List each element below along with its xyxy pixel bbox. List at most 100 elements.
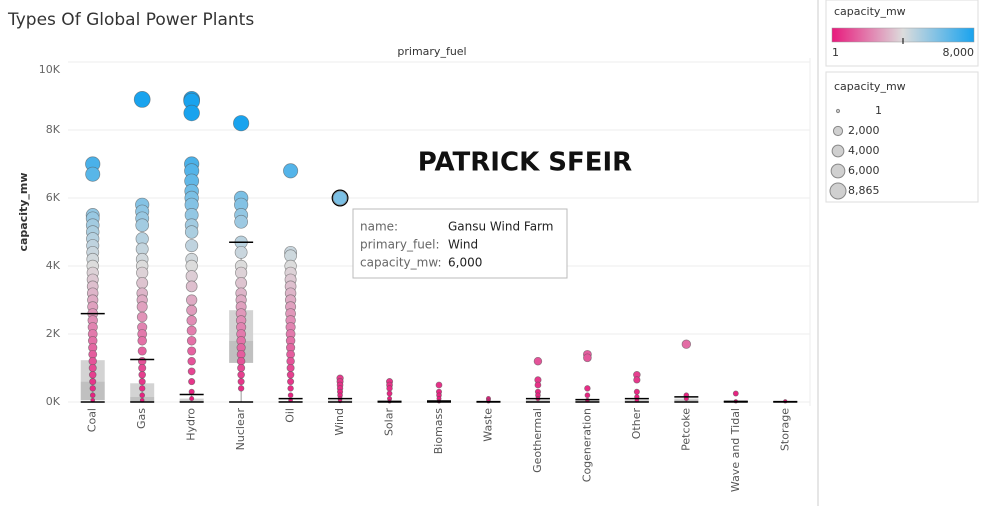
- data-point: [189, 396, 193, 400]
- data-point: [137, 312, 147, 322]
- data-point: [583, 354, 591, 362]
- data-point: [86, 167, 100, 181]
- watermark: PATRICK SFEIR: [418, 148, 632, 178]
- data-point: [187, 347, 195, 355]
- y-tick-label: 0K: [46, 395, 61, 408]
- data-point: [682, 340, 691, 349]
- data-point: [139, 378, 145, 384]
- size-swatch: [836, 109, 839, 112]
- data-point: [140, 393, 145, 398]
- data-point: [238, 378, 244, 384]
- data-point: [90, 386, 96, 392]
- x-tick-label: Hydro: [185, 408, 198, 441]
- data-point: [236, 277, 247, 288]
- data-point: [137, 302, 147, 312]
- size-legend-label: 2,000: [848, 124, 880, 137]
- data-point: [138, 336, 147, 345]
- data-point: [238, 371, 245, 378]
- tooltip-value: 6,000: [448, 256, 482, 270]
- data-point: [585, 386, 591, 392]
- data-point: [333, 191, 347, 205]
- tooltip-value: Wind: [448, 238, 478, 252]
- data-point: [634, 389, 639, 394]
- data-point: [288, 393, 293, 398]
- data-point: [235, 215, 248, 228]
- x-tick-label: Waste: [481, 408, 494, 442]
- x-tick-label: Wave and Tidal: [729, 408, 742, 492]
- size-swatch: [831, 164, 845, 178]
- data-point: [184, 105, 200, 121]
- size-legend-label: 4,000: [848, 144, 880, 157]
- x-tick-label: Geothermal: [531, 408, 544, 473]
- data-point: [387, 391, 392, 396]
- data-point: [185, 226, 198, 239]
- x-tick-label: Nuclear: [234, 408, 247, 451]
- data-point: [89, 371, 96, 378]
- data-point: [186, 271, 197, 282]
- x-tick-label: Cogeneration: [580, 408, 593, 482]
- data-point: [136, 267, 148, 279]
- data-point: [90, 393, 95, 398]
- tooltip-key: capacity_mw:: [360, 256, 442, 270]
- data-point: [89, 364, 96, 371]
- data-point: [134, 91, 150, 107]
- tooltip-key: name:: [360, 220, 398, 234]
- data-point: [138, 347, 146, 355]
- data-point: [186, 295, 197, 306]
- tooltip-value: Gansu Wind Farm: [448, 220, 553, 234]
- x-tick-label: Other: [630, 408, 643, 440]
- color-legend-max: 8,000: [943, 46, 975, 59]
- data-point: [283, 164, 297, 178]
- tooltip: name: Gansu Wind Farm primary_fuel: Windcap…: [353, 209, 567, 278]
- size-legend-title: capacity_mw: [834, 80, 906, 93]
- y-tick-label: 6K: [46, 191, 61, 204]
- data-point: [139, 364, 146, 371]
- x-tick-label: Petcoke: [679, 408, 692, 451]
- data-point: [534, 357, 542, 365]
- size-legend-label: 6,000: [848, 164, 880, 177]
- data-point: [287, 371, 294, 378]
- data-point: [188, 357, 196, 365]
- data-point: [188, 378, 194, 384]
- x-tick-label: Storage: [778, 408, 791, 451]
- x-tick-label: Solar: [383, 408, 396, 437]
- y-axis-title: capacity_mw: [17, 172, 30, 251]
- color-legend-min: 1: [832, 46, 839, 59]
- x-tick-label: Gas: [135, 408, 148, 429]
- data-point: [436, 382, 442, 388]
- data-point: [288, 386, 294, 392]
- size-swatch: [830, 183, 846, 199]
- x-tick-label: Coal: [86, 408, 99, 432]
- title: Types Of Global Power Plants: [7, 10, 254, 30]
- data-point: [733, 391, 738, 396]
- data-point: [89, 357, 97, 365]
- x-tick-label: Biomass: [432, 408, 445, 455]
- y-tick-label: 8K: [46, 123, 61, 136]
- tooltip-key: primary_fuel:: [360, 238, 440, 252]
- data-point: [585, 393, 590, 398]
- data-point: [187, 305, 197, 315]
- data-point: [187, 316, 197, 326]
- data-point: [137, 277, 148, 288]
- data-point: [235, 267, 247, 279]
- data-point: [238, 386, 244, 392]
- size-legend-label: 8,865: [848, 184, 880, 197]
- data-point: [535, 382, 541, 388]
- data-point: [186, 260, 198, 272]
- data-point: [90, 378, 96, 384]
- data-point: [287, 357, 295, 365]
- data-point: [187, 326, 196, 335]
- data-point: [188, 368, 195, 375]
- size-legend-label: 1: [875, 104, 882, 117]
- data-point: [287, 378, 293, 384]
- color-legend-title: capacity_mw: [834, 5, 906, 18]
- data-point: [189, 389, 194, 394]
- data-point: [185, 239, 197, 251]
- data-point: [187, 336, 196, 345]
- data-point: [235, 246, 247, 258]
- data-point: [387, 386, 393, 392]
- data-point: [233, 115, 249, 131]
- column-header: primary_fuel: [397, 45, 466, 58]
